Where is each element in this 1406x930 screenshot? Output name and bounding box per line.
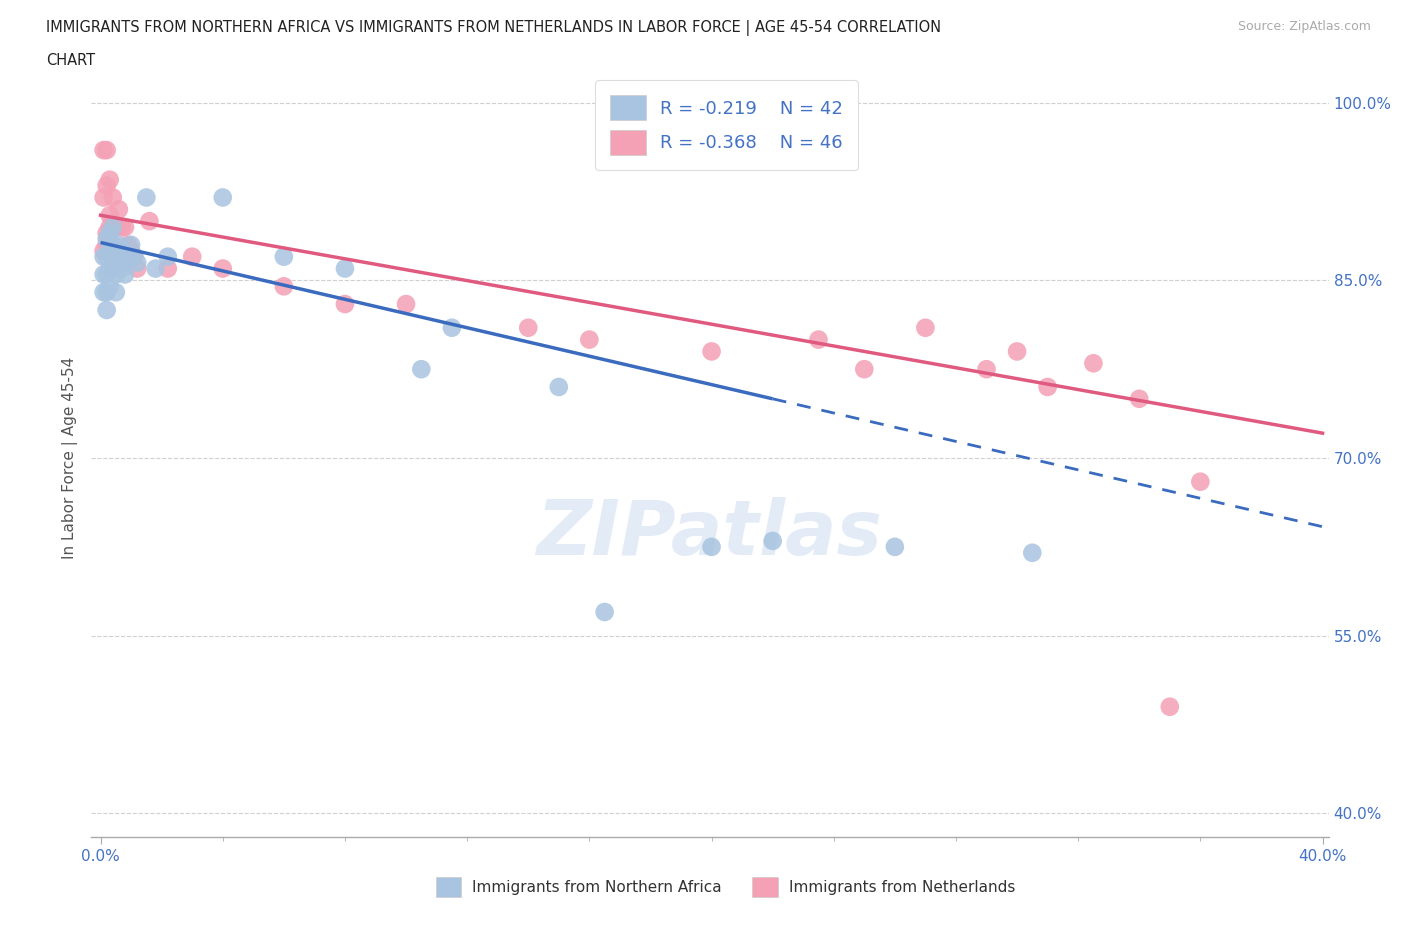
Point — [114, 267, 136, 282]
Point — [114, 255, 136, 270]
Point — [96, 179, 118, 193]
Point — [114, 219, 136, 234]
Point — [1005, 344, 1028, 359]
Point — [395, 297, 418, 312]
Point — [93, 267, 115, 282]
Point — [96, 142, 118, 157]
Point — [807, 332, 830, 347]
Point — [122, 249, 145, 264]
Point — [156, 249, 179, 264]
Point — [914, 320, 936, 335]
Point — [96, 232, 118, 246]
Point — [700, 539, 723, 554]
Point — [93, 285, 115, 299]
Point — [108, 202, 131, 217]
Point — [135, 190, 157, 205]
Point — [111, 219, 134, 234]
Point — [108, 249, 131, 264]
Point — [101, 219, 124, 234]
Point — [108, 255, 131, 270]
Point — [145, 261, 167, 276]
Point — [98, 279, 121, 294]
Point — [120, 237, 142, 252]
Point — [1083, 356, 1105, 371]
Point — [547, 379, 569, 394]
Point — [111, 244, 134, 259]
Point — [111, 255, 134, 270]
Point — [101, 255, 124, 270]
Point — [98, 244, 121, 259]
Point — [104, 267, 127, 282]
Point — [273, 249, 295, 264]
Point — [762, 534, 785, 549]
Point — [101, 190, 124, 205]
Legend: R = -0.219    N = 42, R = -0.368    N = 46: R = -0.219 N = 42, R = -0.368 N = 46 — [595, 81, 858, 169]
Point — [127, 261, 149, 276]
Point — [96, 249, 118, 264]
Y-axis label: In Labor Force | Age 45-54: In Labor Force | Age 45-54 — [62, 357, 77, 559]
Point — [211, 261, 233, 276]
Text: ZIPatlas: ZIPatlas — [537, 497, 883, 571]
Point — [104, 244, 127, 259]
Point — [122, 249, 145, 264]
Point — [98, 219, 121, 234]
Bar — [752, 877, 778, 897]
Text: Source: ZipAtlas.com: Source: ZipAtlas.com — [1237, 20, 1371, 33]
Point — [211, 190, 233, 205]
Point — [96, 285, 118, 299]
Point — [1036, 379, 1059, 394]
Bar — [436, 877, 461, 897]
Point — [1159, 699, 1181, 714]
Point — [411, 362, 433, 377]
Point — [120, 244, 142, 259]
Point — [111, 261, 134, 276]
Point — [96, 237, 118, 252]
Point — [93, 244, 115, 259]
Point — [117, 237, 139, 252]
Point — [104, 285, 127, 299]
Point — [517, 320, 540, 335]
Point — [98, 244, 121, 259]
Point — [273, 279, 295, 294]
Point — [98, 172, 121, 187]
Point — [700, 344, 723, 359]
Text: CHART: CHART — [46, 53, 96, 68]
Point — [138, 214, 160, 229]
Point — [593, 604, 616, 619]
Point — [96, 226, 118, 241]
Point — [883, 539, 905, 554]
Text: IMMIGRANTS FROM NORTHERN AFRICA VS IMMIGRANTS FROM NETHERLANDS IN LABOR FORCE | : IMMIGRANTS FROM NORTHERN AFRICA VS IMMIG… — [46, 20, 942, 36]
Point — [101, 237, 124, 252]
Point — [104, 219, 127, 234]
Text: Immigrants from Northern Africa: Immigrants from Northern Africa — [472, 880, 723, 895]
Point — [101, 261, 124, 276]
Point — [93, 190, 115, 205]
Text: Immigrants from Netherlands: Immigrants from Netherlands — [789, 880, 1015, 895]
Point — [976, 362, 998, 377]
Point — [333, 297, 356, 312]
Point — [578, 332, 600, 347]
Point — [98, 226, 121, 241]
Point — [333, 261, 356, 276]
Point — [117, 255, 139, 270]
Point — [93, 249, 115, 264]
Point — [853, 362, 876, 377]
Point — [98, 207, 121, 222]
Point — [181, 249, 204, 264]
Point — [104, 249, 127, 264]
Point — [1128, 392, 1150, 406]
Point — [96, 267, 118, 282]
Point — [98, 261, 121, 276]
Point — [101, 237, 124, 252]
Point — [156, 261, 179, 276]
Point — [114, 249, 136, 264]
Point — [93, 142, 115, 157]
Point — [108, 237, 131, 252]
Point — [1189, 474, 1212, 489]
Point — [1021, 545, 1043, 560]
Point — [127, 255, 149, 270]
Point — [440, 320, 463, 335]
Point — [96, 302, 118, 317]
